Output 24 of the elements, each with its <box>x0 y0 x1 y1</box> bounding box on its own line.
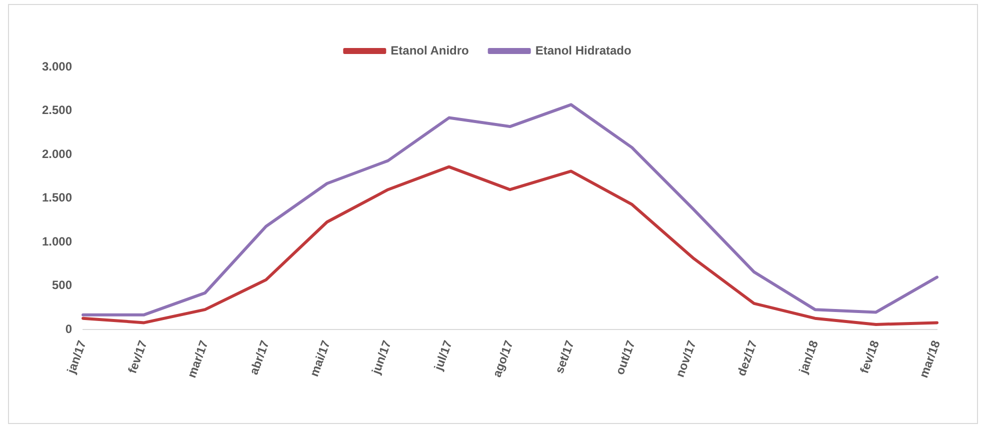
x-tick-label: jan/18 <box>796 338 822 376</box>
x-tick-label: mar/17 <box>184 338 212 380</box>
y-tick-label: 2.000 <box>42 146 72 161</box>
x-tick-label: ago/17 <box>490 338 516 380</box>
x-tick-label: jul/17 <box>430 338 456 374</box>
x-tick-label: abr/17 <box>246 338 272 377</box>
legend-label: Etanol Anidro <box>390 43 469 58</box>
y-tick-label: 2.500 <box>42 103 72 118</box>
x-tick-label: fev/17 <box>125 338 150 376</box>
y-tick-label: 3.000 <box>42 59 72 74</box>
x-tick-label: nov/17 <box>672 338 700 380</box>
y-tick-label: 1.500 <box>42 190 72 205</box>
x-tick-label: set/17 <box>552 338 578 376</box>
x-tick-label: jan/17 <box>64 338 90 376</box>
x-tick-label: dez/17 <box>734 338 760 378</box>
x-tick-label: mai/17 <box>307 338 334 378</box>
y-tick-label: 0 <box>65 322 72 336</box>
x-tick-label: out/17 <box>612 338 638 377</box>
y-tick-label: 1.000 <box>42 234 72 248</box>
x-tick-label: fev/18 <box>857 338 882 376</box>
legend-label: Etanol Hidratado <box>535 43 632 58</box>
y-tick-label: 500 <box>52 278 72 292</box>
x-tick-label: jun/17 <box>368 338 394 377</box>
x-tick-label: mar/18 <box>916 338 944 380</box>
